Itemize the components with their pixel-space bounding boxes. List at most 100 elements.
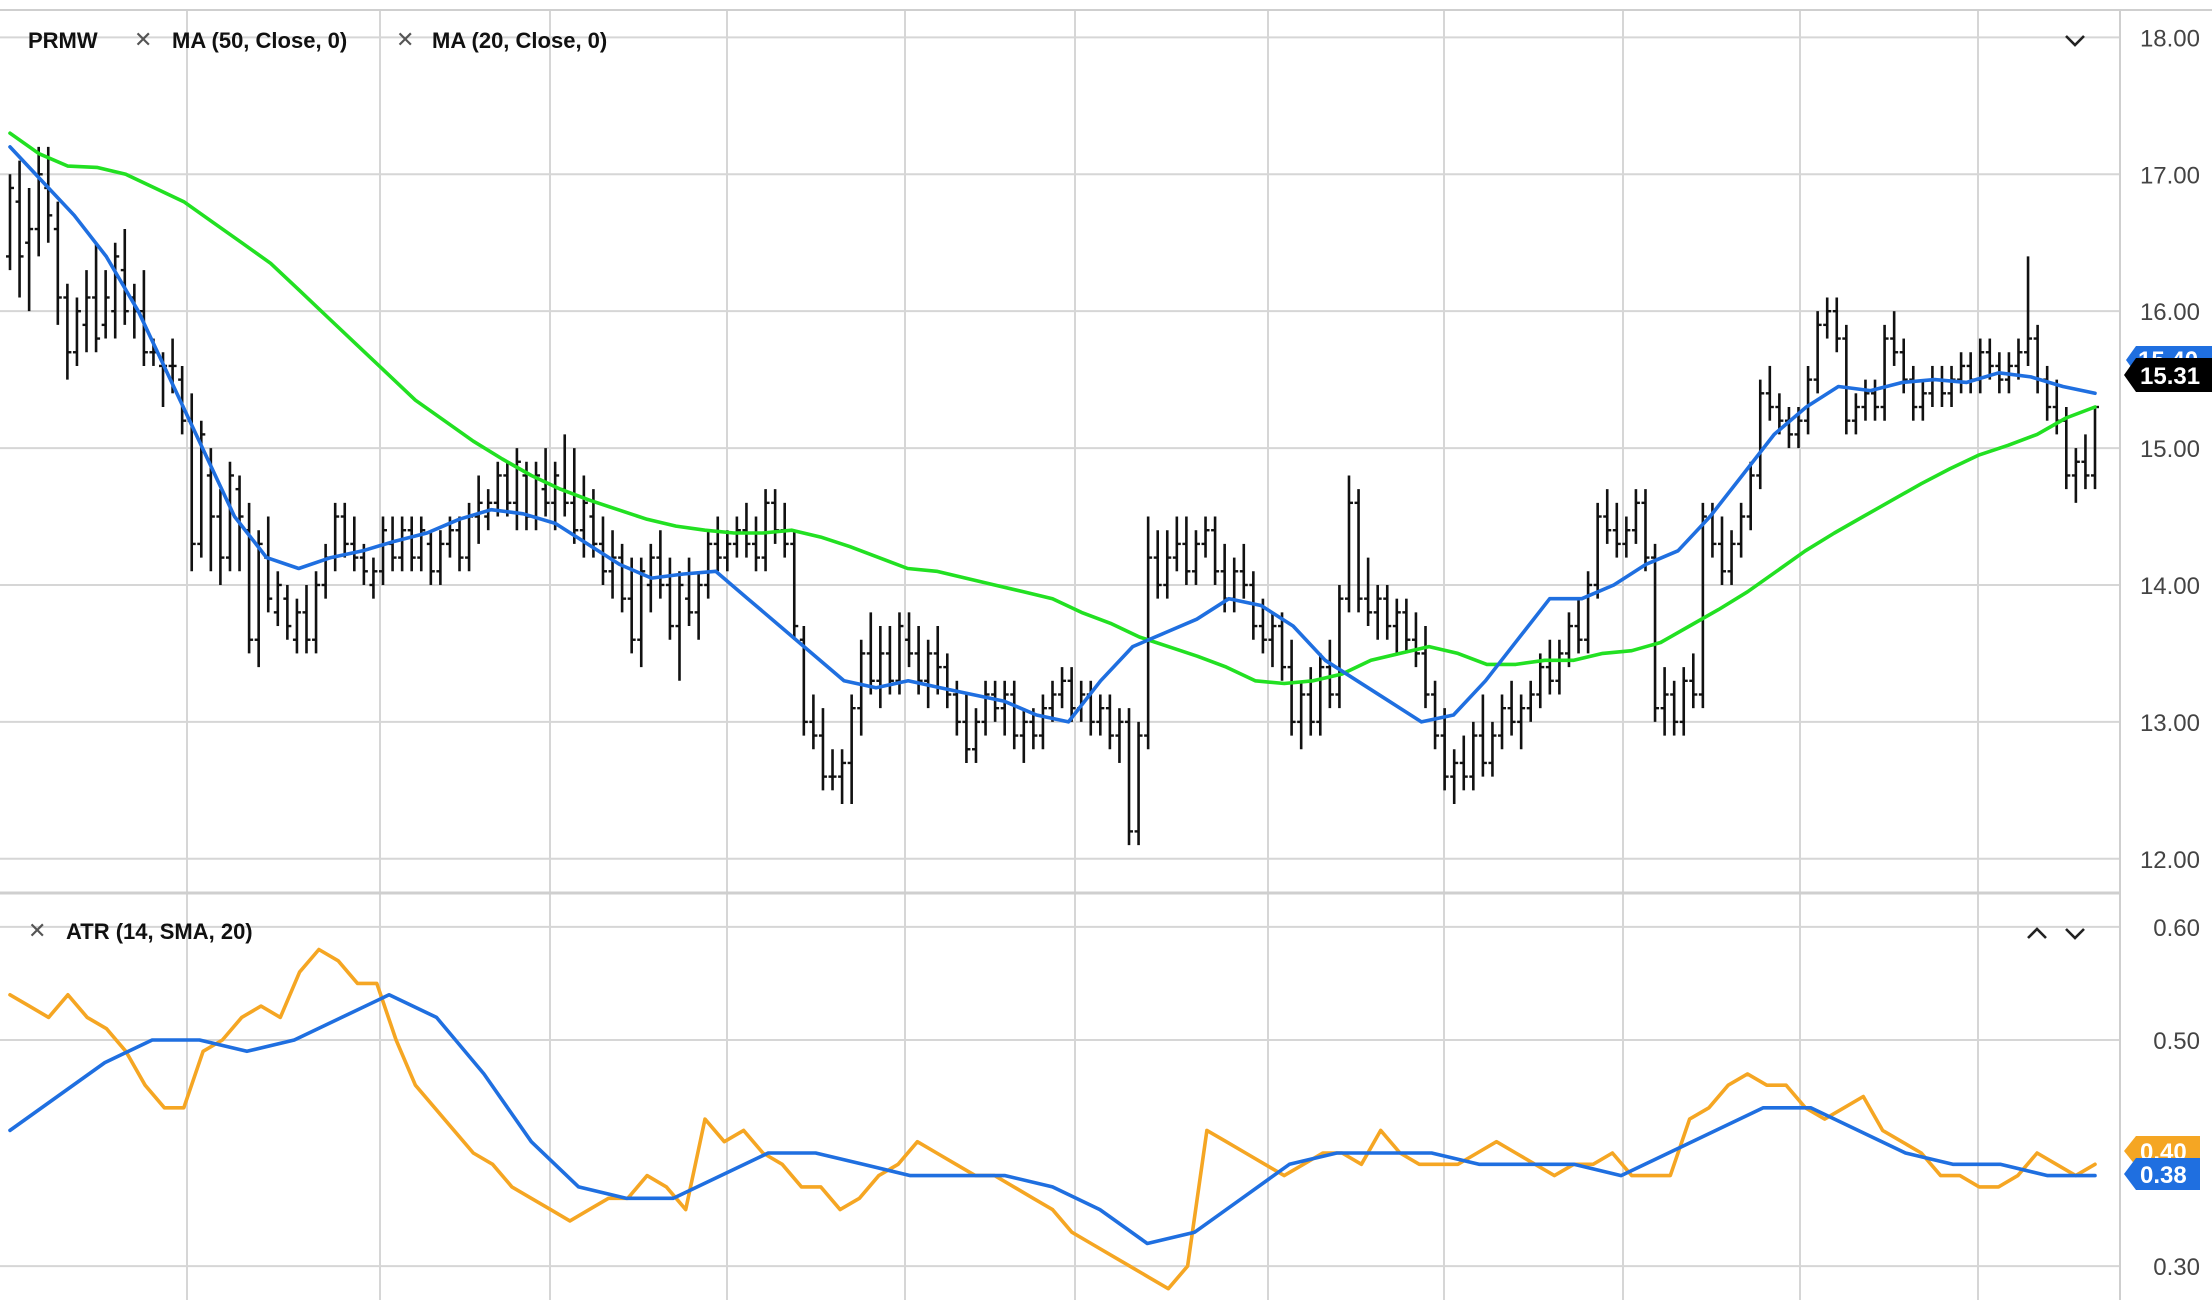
ohlc-bar: [991, 680, 1000, 722]
ohlc-bar: [1641, 489, 1650, 572]
ohlc-bar: [6, 174, 14, 271]
ohlc-bar: [1431, 680, 1440, 750]
ohlc-bar: [111, 242, 120, 339]
lower-grid: [0, 893, 2120, 1300]
chevron-up-icon[interactable]: [2027, 927, 2047, 939]
ohlc-bar: [1670, 680, 1679, 736]
ohlc-bar: [1555, 639, 1564, 695]
lower-legend: ✕ ATR (14, SMA, 20): [28, 919, 2085, 944]
ohlc-bar: [398, 516, 407, 572]
ohlc-bar: [1000, 680, 1009, 736]
ohlc-bar: [1450, 749, 1459, 805]
ohlc-bar: [1392, 598, 1401, 654]
close-x-icon[interactable]: ✕: [396, 28, 414, 53]
ohlc-bar: [685, 557, 694, 627]
ohlc-bar: [1871, 379, 1880, 421]
close-x-icon[interactable]: ✕: [28, 919, 46, 944]
atr-tick-label: 0.60: [2153, 915, 2200, 942]
ohlc-bar: [905, 612, 914, 668]
ohlc-bar: [283, 584, 292, 640]
ma50-close-button[interactable]: ✕: [134, 28, 152, 53]
ohlc-bar: [2071, 448, 2080, 503]
last-price-badge: 15.31: [2124, 358, 2212, 392]
ohlc-bar: [1909, 365, 1918, 421]
ohlc-bar: [981, 680, 990, 736]
ohlc-bar: [1268, 612, 1277, 668]
ohlc-bar: [1813, 311, 1822, 394]
atr-line: [8, 947, 2097, 1291]
ohlc-bar: [895, 612, 904, 695]
ohlc-bar: [857, 639, 866, 736]
ohlc-bar: [264, 516, 273, 613]
ohlc-bar: [1344, 475, 1353, 613]
ohlc-bar: [1067, 667, 1076, 722]
ohlc-bar: [474, 475, 483, 544]
ohlc-bar: [1163, 530, 1172, 599]
ohlc-bar: [1019, 708, 1028, 763]
ohlc-bar: [1937, 365, 1946, 408]
ohlc-bar: [598, 516, 607, 585]
ohlc-bar: [312, 571, 321, 654]
price-tick-label: 14.00: [2140, 573, 2200, 600]
ohlc-bar: [1823, 297, 1832, 339]
ohlc-bar: [1737, 502, 1746, 558]
ohlc-bar: [1325, 639, 1334, 709]
ma20-legend-label: MA (20, Close, 0): [432, 28, 607, 53]
ohlc-bar: [1201, 516, 1210, 558]
close-x-icon[interactable]: ✕: [134, 28, 152, 53]
ohlc-bar: [254, 530, 263, 668]
ohlc-bar: [1144, 516, 1153, 750]
ohlc-bar: [340, 502, 349, 558]
chevron-down-icon[interactable]: [2065, 35, 2085, 47]
ohlc-bar: [1105, 694, 1114, 750]
ohlc-bar: [1727, 530, 1736, 585]
chevron-down-icon[interactable]: [2065, 928, 2085, 940]
ohlc-bar: [1125, 708, 1134, 846]
ohlc-bar: [1890, 311, 1899, 366]
ohlc-bar: [72, 297, 81, 366]
ohlc-bar: [1603, 489, 1612, 544]
ohlc-bar: [1134, 721, 1143, 846]
ohlc-bar: [1574, 598, 1583, 654]
ohlc-bar: [1498, 694, 1507, 750]
ohlc-bar: [1517, 694, 1526, 750]
ohlc-bar: [25, 187, 34, 312]
ohlc-bar: [742, 502, 751, 558]
ohlc-bar: [379, 516, 388, 585]
ohlc-bar: [1698, 502, 1707, 709]
price-tick-label: 12.00: [2140, 847, 2200, 874]
price-tick-label: 17.00: [2140, 162, 2200, 189]
ohlc-bar: [713, 516, 722, 572]
ohlc-bar: [847, 694, 856, 805]
ohlc-bar: [426, 530, 435, 585]
price-tick-label: 18.00: [2140, 25, 2200, 52]
ohlc-bar: [838, 749, 847, 805]
ohlc-bar: [465, 502, 474, 572]
ohlc-bar: [1660, 667, 1669, 736]
ma50-line: [8, 131, 2097, 686]
ohlc-bar: [1679, 667, 1688, 736]
ohlc-bar: [732, 516, 741, 558]
atr-tick-label: 0.50: [2153, 1028, 2200, 1055]
ohlc-bar: [1402, 598, 1411, 654]
ohlc-bar: [866, 612, 875, 695]
ohlc-bar: [694, 571, 703, 640]
ohlc-bar: [1058, 667, 1067, 709]
ohlc-bar: [1364, 557, 1373, 627]
ohlc-bar: [1717, 516, 1726, 585]
ohlc-bar: [1440, 708, 1449, 791]
ohlc-bar: [1411, 612, 1420, 668]
ohlc-bar: [761, 489, 770, 572]
ohlc-bar: [924, 639, 933, 709]
ohlc-bar: [1278, 612, 1287, 681]
ohlc-bar: [1804, 365, 1813, 435]
ohlc-bar: [216, 489, 225, 585]
ohlc-bar: [1966, 352, 1975, 394]
atr-close-button[interactable]: ✕: [28, 919, 46, 944]
ohlc-bar: [818, 708, 827, 791]
price-tick-label: 13.00: [2140, 710, 2200, 737]
ohlc-bar: [493, 461, 502, 517]
ohlc-bar: [1010, 680, 1019, 750]
ohlc-bar: [225, 461, 234, 572]
ma20-close-button[interactable]: ✕: [396, 28, 414, 53]
